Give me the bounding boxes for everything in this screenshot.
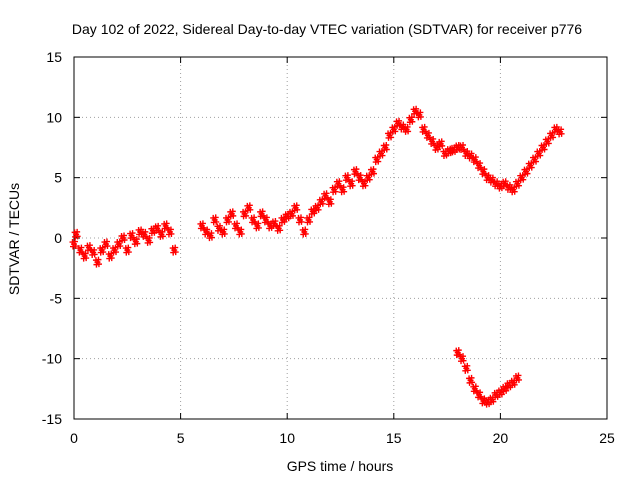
x-tick-label: 15 [386, 430, 402, 446]
x-tick-label: 25 [599, 430, 615, 446]
x-axis-label: GPS time / hours [287, 458, 394, 474]
x-tick-label: 0 [70, 430, 78, 446]
series-main-track [70, 106, 565, 268]
y-tick-label: 5 [54, 170, 62, 186]
plot-frame [74, 57, 607, 419]
x-tick-label: 5 [177, 430, 185, 446]
y-tick-label: -5 [50, 290, 63, 306]
chart-title: Day 102 of 2022, Sidereal Day-to-day VTE… [72, 21, 582, 37]
grid-lines [74, 57, 607, 419]
y-tick-label: 0 [54, 230, 62, 246]
sdtvar-chart: 0 5 10 15 20 25 -15 -10 -5 0 5 10 15 Day 102 of 2022… [0, 0, 640, 480]
y-tick-label: -15 [42, 411, 62, 427]
series-offset-track [453, 347, 522, 407]
x-tick-label: 10 [279, 430, 295, 446]
y-tick-label: 10 [46, 109, 62, 125]
y-tick-label: 15 [46, 49, 62, 65]
y-tick-label: -10 [42, 351, 62, 367]
y-axis-label: SDTVAR / TECUs [6, 183, 22, 295]
data-points [70, 106, 565, 408]
x-tick-label: 20 [493, 430, 509, 446]
